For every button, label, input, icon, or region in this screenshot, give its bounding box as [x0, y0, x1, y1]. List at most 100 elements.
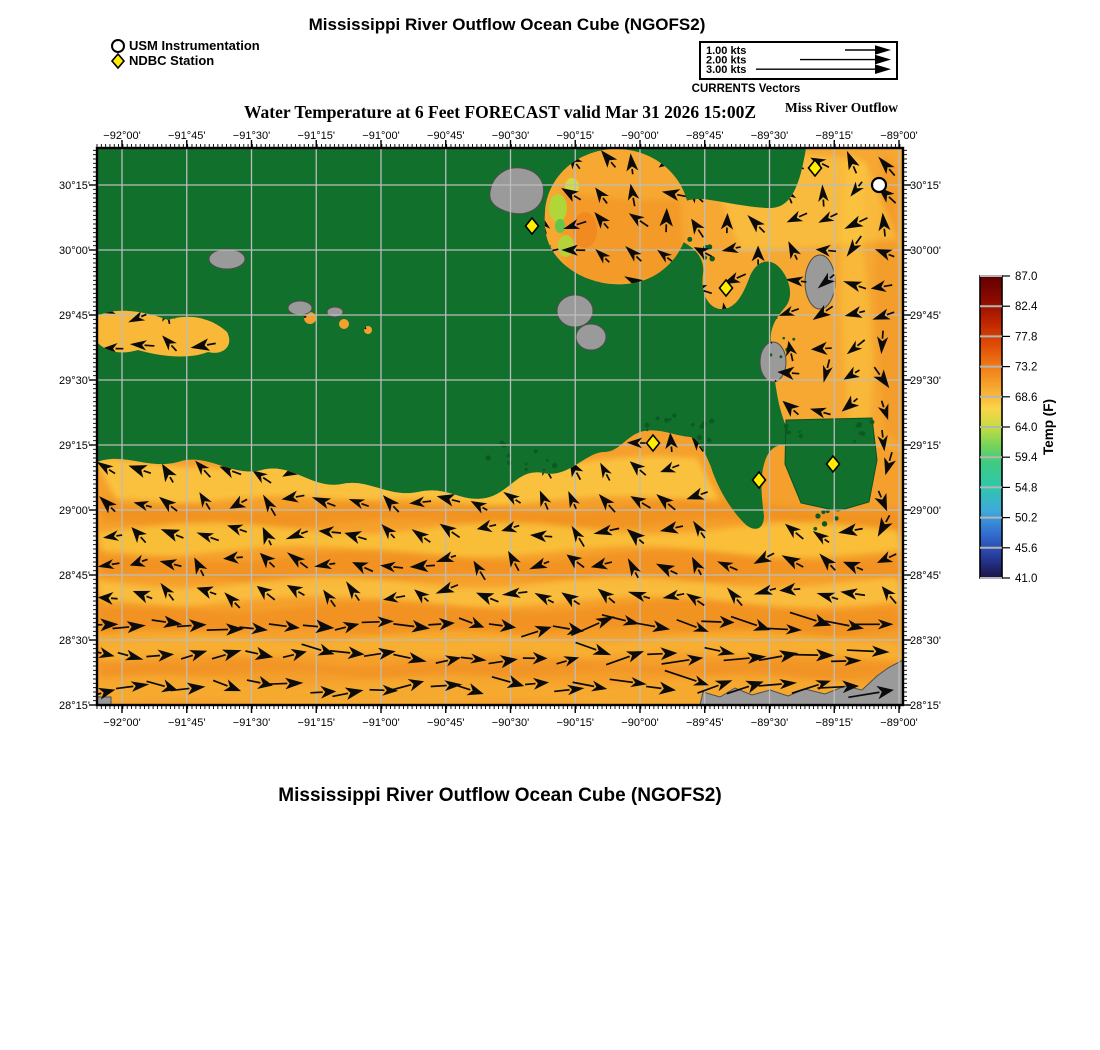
current-arrow [693, 520, 707, 539]
x-axis-label: −90°15' [557, 130, 594, 142]
current-arrow [180, 650, 208, 662]
current-arrow [664, 669, 709, 686]
current-arrow [252, 470, 272, 484]
current-arrow [97, 591, 118, 605]
current-arrow [161, 463, 177, 483]
current-arrow [435, 581, 459, 594]
ndbc-station-icon [110, 52, 126, 70]
current-arrow [246, 675, 273, 689]
current-arrow [282, 648, 307, 662]
marsh-speckle [798, 433, 803, 439]
current-arrow [812, 304, 834, 321]
current-arrow [566, 554, 585, 569]
current-arrow [128, 465, 152, 478]
current-arrow [159, 559, 182, 571]
marsh-speckle [545, 458, 549, 462]
marsh-speckle [853, 439, 856, 443]
usm-instrumentation-label: USM Instrumentation [129, 38, 260, 53]
current-arrow [609, 677, 647, 688]
current-arrow [726, 680, 764, 695]
current-arrow [760, 624, 803, 635]
current-arrow [391, 679, 425, 692]
current-arrow [809, 407, 831, 419]
current-arrow [846, 150, 860, 174]
current-arrow [256, 585, 276, 601]
x-axis-label: −91°00' [362, 717, 399, 729]
marsh-speckle [869, 419, 875, 425]
current-arrow [720, 213, 734, 234]
current-arrow [593, 524, 620, 536]
marsh-speckle [707, 244, 713, 250]
current-arrow [97, 461, 116, 476]
y-axis-label: 29°15' [910, 440, 941, 452]
current-arrow [850, 181, 864, 197]
marsh-speckle [524, 467, 528, 472]
current-arrow [435, 551, 457, 563]
current-arrow [723, 652, 767, 664]
x-axis-label: −91°00' [362, 130, 399, 142]
current-arrow [457, 683, 484, 696]
current-arrow [753, 550, 775, 564]
current-arrow [878, 156, 896, 177]
current-arrow [630, 496, 651, 510]
current-arrow [158, 496, 178, 513]
current-arrow [785, 648, 835, 662]
current-arrow [334, 621, 360, 634]
colorbar-tick-label: 64.0 [1015, 422, 1037, 434]
current-arrow [170, 682, 206, 695]
current-arrow [844, 306, 866, 318]
marsh-speckle [815, 513, 821, 519]
marsh-speckle [779, 355, 783, 359]
current-arrow [311, 497, 336, 509]
current-arrow [115, 681, 150, 692]
current-arrow [881, 586, 897, 604]
current-arrow [382, 591, 406, 603]
current-arrow [160, 582, 175, 601]
marsh-speckle [691, 422, 695, 427]
currents-speed-arrowhead [875, 45, 891, 55]
current-arrow [488, 618, 517, 633]
current-arrow [194, 557, 208, 577]
current-arrow [778, 305, 800, 316]
current-arrow [503, 491, 522, 506]
current-arrow [876, 551, 897, 563]
current-arrow [818, 211, 838, 223]
y-axis-label: 30°00' [59, 245, 90, 257]
current-arrow [824, 619, 865, 632]
current-arrow [627, 558, 641, 579]
currents-speed-label: 3.00 kts [706, 64, 746, 76]
current-arrow [848, 685, 894, 700]
current-arrow [310, 685, 337, 699]
current-arrow [393, 620, 431, 633]
current-arrow [332, 687, 364, 700]
current-arrow [345, 581, 361, 602]
station-legend: USM Instrumentation NDBC Station [110, 38, 260, 70]
current-arrow [561, 188, 582, 202]
ndbc-station-label: NDBC Station [129, 53, 214, 68]
current-arrow [281, 490, 305, 503]
current-arrow [626, 153, 639, 175]
current-arrow [196, 532, 220, 544]
current-arrow [286, 552, 309, 569]
y-axis-label: 29°00' [910, 505, 941, 517]
current-arrow [133, 501, 152, 512]
ndbc-station-marker [645, 433, 661, 453]
marsh-speckle [485, 455, 491, 461]
colorbar: 87.0 82.4 77.8 73.2 68.6 64.0 59.4 54.8 50.2 45.6… [979, 271, 1056, 585]
temperature-band [97, 654, 903, 684]
current-arrow [393, 652, 427, 664]
current-arrow [686, 593, 705, 607]
current-arrow [626, 437, 646, 449]
current-arrow [262, 526, 276, 546]
current-arrow [571, 525, 585, 547]
current-arrow [693, 247, 713, 260]
x-axis-label: −89°15' [816, 717, 853, 729]
current-arrow [855, 619, 894, 630]
current-arrow [128, 311, 147, 323]
current-arrow [597, 588, 616, 604]
ndbc-station-marker [751, 470, 767, 490]
x-axis-label: −89°30' [751, 717, 788, 729]
lake-cool-patches [549, 178, 597, 257]
marsh-speckle [687, 236, 693, 242]
